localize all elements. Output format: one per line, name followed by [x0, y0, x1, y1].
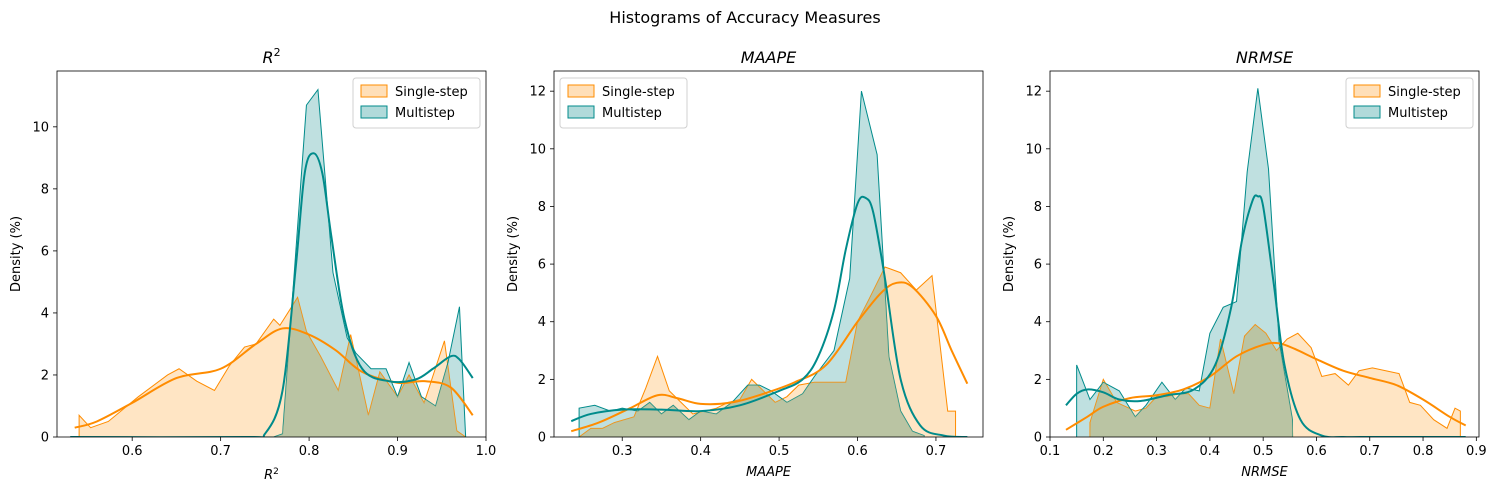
y-axis-label: Density (%): [1002, 216, 1017, 292]
y-tick-label: 6: [538, 258, 546, 273]
legend: Single-step Multistep: [1345, 77, 1474, 129]
plot-area: [1050, 88, 1479, 437]
panel-title: MAAPE: [741, 48, 797, 67]
x-axis-label: MAAPE: [746, 465, 792, 480]
x-tick-label: 0.5: [769, 444, 790, 459]
legend-swatch-single-step: [360, 84, 388, 98]
legend-label-multistep: Multistep: [1388, 106, 1448, 121]
y-tick-label: 10: [1025, 142, 1042, 157]
x-tick-label: 0.4: [690, 444, 711, 459]
y-tick-label: 0: [1034, 431, 1042, 446]
axes-frame: [553, 70, 984, 438]
x-tick-label: 0.3: [1146, 444, 1167, 459]
x-tick-label: 0.9: [1466, 444, 1487, 459]
hist-overlap: [554, 270, 983, 437]
legend: Single-step Multistep: [352, 77, 481, 129]
x-tick-label: 0.3: [612, 444, 633, 459]
kde-line-multistep: [570, 195, 968, 437]
x-tick-label: 0.2: [1093, 444, 1114, 459]
kde-line-single-step: [570, 281, 969, 433]
y-tick-label: 4: [1034, 315, 1042, 330]
x-tick-label: 0.7: [926, 444, 947, 459]
plot-area: [57, 88, 486, 437]
x-tick-label: 0.7: [1359, 444, 1380, 459]
hist-area-multistep: [1076, 88, 1293, 437]
x-tick-label: 0.9: [387, 444, 408, 459]
y-tick-label: 4: [41, 306, 49, 321]
x-tick-label: 0.6: [122, 444, 143, 459]
axes-frame: [1049, 70, 1480, 438]
y-tick-label: 10: [32, 120, 49, 135]
panel-title: NRMSE: [1236, 48, 1294, 67]
kde-line-multistep: [70, 152, 474, 437]
kde-line-single-step: [1065, 341, 1467, 431]
hist-outline-multistep: [70, 88, 467, 437]
x-tick-label: 0.6: [847, 444, 868, 459]
legend-label-single-step: Single-step: [1388, 85, 1461, 100]
legend-swatch-multistep: [567, 105, 595, 119]
y-axis-label: Density (%): [506, 216, 521, 292]
x-axis-label: R2: [264, 467, 279, 483]
panel-title-main: R: [262, 48, 273, 67]
y-tick-label: 6: [41, 244, 49, 259]
x-axis-label-sup: 2: [273, 467, 279, 477]
y-tick-label: 2: [538, 373, 546, 388]
legend-label-multistep: Multistep: [602, 106, 662, 121]
chart-panel-2: 0.3 0.4 0.5 0.6 0.7 0 2 4 6 8 10 12 Density (%) MAAPE…: [506, 48, 984, 480]
legend-swatch-multistep: [1353, 105, 1381, 119]
legend-swatch-single-step: [567, 84, 595, 98]
y-tick-label: 8: [41, 182, 49, 197]
legend-swatch-multistep: [360, 105, 388, 119]
y-axis-label: Density (%): [9, 216, 24, 292]
legend-label-multistep: Multistep: [395, 106, 455, 121]
panel-title: R2: [262, 46, 280, 67]
y-tick-label: 12: [1025, 85, 1042, 100]
x-axis-label-main: R: [264, 468, 273, 483]
x-tick-label: 0.6: [1306, 444, 1327, 459]
x-tick-label: 0.7: [210, 444, 231, 459]
x-tick-label: 0.1: [1040, 444, 1061, 459]
x-tick-label: 0.8: [299, 444, 320, 459]
legend-label-single-step: Single-step: [395, 85, 468, 100]
axes-frame: [56, 70, 487, 438]
legend: Single-step Multistep: [559, 77, 688, 129]
hist-overlap: [57, 297, 486, 437]
y-tick-label: 10: [529, 142, 546, 157]
y-tick-label: 8: [538, 200, 546, 215]
y-tick-label: 6: [1034, 258, 1042, 273]
kde-line-single-step: [74, 327, 474, 429]
y-tick-label: 0: [538, 431, 546, 446]
figure-suptitle: Histograms of Accuracy Measures: [609, 8, 880, 27]
y-tick-label: 2: [1034, 373, 1042, 388]
kde-line-multistep: [1065, 194, 1466, 437]
panel-title-sup: 2: [274, 46, 281, 59]
legend-label-single-step: Single-step: [602, 85, 675, 100]
y-tick-label: 0: [41, 431, 49, 446]
plot-area: [554, 91, 983, 437]
legend-swatch-single-step: [1353, 84, 1381, 98]
x-tick-label: 1.0: [476, 444, 497, 459]
x-tick-label: 0.4: [1200, 444, 1221, 459]
x-tick-label: 0.5: [1253, 444, 1274, 459]
y-tick-label: 8: [1034, 200, 1042, 215]
y-tick-label: 4: [538, 315, 546, 330]
x-tick-label: 0.8: [1413, 444, 1434, 459]
hist-overlap: [1050, 324, 1479, 437]
hist-area-single-step: [79, 297, 466, 437]
x-axis-label: NRMSE: [1241, 465, 1288, 480]
chart-panel-3: 0.1 0.2 0.3 0.4 0.5 0.6 0.7 0.8 0.9 0 2 4 6 8 10 12 Dens…: [1002, 48, 1487, 480]
y-tick-label: 2: [41, 368, 49, 383]
y-tick-label: 12: [529, 85, 546, 100]
